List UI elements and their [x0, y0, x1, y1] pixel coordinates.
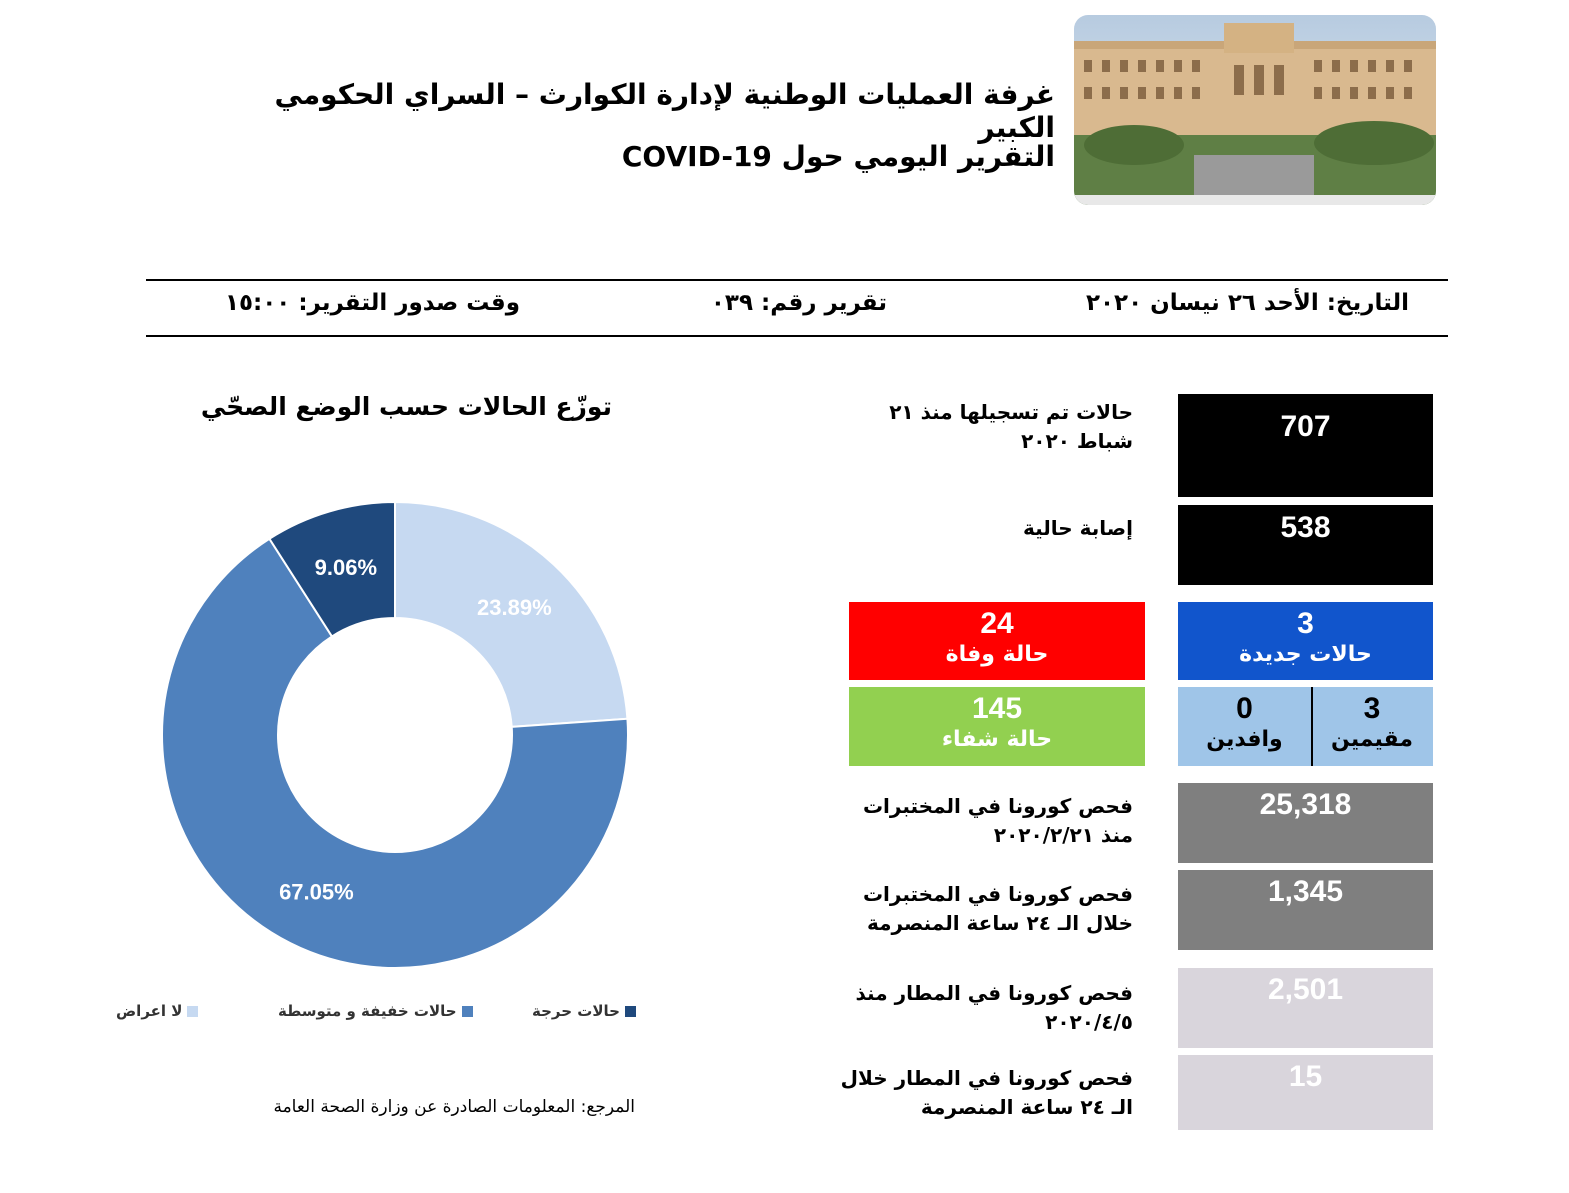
chart-title: توزّع الحالات حسب الوضع الصحّي — [200, 392, 612, 421]
airport-24h-label: فحص كورونا في المطار خلال الـ ٢٤ ساعة ال… — [840, 1066, 1133, 1119]
arrivals-label: وافدين — [1206, 727, 1283, 752]
new-cases-label: حالات جديدة — [1239, 642, 1372, 667]
report-subtitle: التقرير اليومي حول COVID-19 — [621, 140, 1055, 173]
arrivals-cell: 0 وافدين — [1178, 687, 1311, 766]
report-date: التاريخ: الأحد ٢٦ نيسان ٢٠٢٠ — [1085, 290, 1409, 316]
recovered-box: 145 حالة شفاء — [849, 687, 1145, 766]
divider-top — [146, 279, 1448, 281]
deaths-label: حالة وفاة — [945, 642, 1049, 667]
report-number: تقرير رقم: ٠٣٩ — [710, 290, 887, 316]
lab-total-label: فحص كورونا في المختبرات منذ ٢٠٢٠/٢/٢١ — [862, 794, 1133, 847]
arrivals-value: 0 — [1236, 692, 1253, 725]
lab-24h-value-box: 1,345 — [1178, 870, 1433, 950]
airport-24h-value-box: 15 — [1178, 1055, 1433, 1130]
legend-critical: حالات حرجة — [532, 1002, 636, 1020]
legend-asymptomatic-label: لا اعراض — [116, 1002, 183, 1020]
slice-critical — [268, 500, 396, 638]
lab-total-value-box: 25,318 — [1178, 783, 1433, 863]
recovered-value: 145 — [971, 692, 1023, 725]
legend-mild: حالات خفيفة و متوسطة — [278, 1002, 473, 1020]
residents-value: 3 — [1363, 692, 1381, 725]
recovered-label: حالة شفاء — [941, 727, 1053, 752]
legend-mild-label: حالات خفيفة و متوسطة — [278, 1002, 457, 1020]
deaths-box: 24 حالة وفاة — [849, 602, 1145, 680]
source-note: المرجع: المعلومات الصادرة عن وزارة الصحة… — [273, 1097, 635, 1117]
new-cases-box: 3 حالات جديدة — [1178, 602, 1433, 680]
deaths-value: 24 — [980, 607, 1014, 640]
registered-label: حالات تم تسجيلها منذ ٢١ شباط ٢٠٢٠ — [889, 400, 1133, 453]
new-cases-value: 3 — [1297, 607, 1314, 640]
airport-total-label: فحص كورونا في المطار منذ ٢٠٢٠/٤/٥ — [855, 981, 1134, 1034]
residents-cell: 3 مقيمين — [1311, 687, 1433, 766]
divider-bottom — [146, 335, 1448, 337]
slice-asymptomatic-label: 23.89% — [477, 595, 552, 620]
grand-serail-photo — [1074, 15, 1436, 205]
airport-total-value-box: 2,501 — [1178, 968, 1433, 1048]
report-title: غرفة العمليات الوطنية لإدارة الكوارث – ا… — [274, 78, 1055, 144]
current-value-box: 538 — [1178, 505, 1433, 585]
report-time: وقت صدور التقرير: ١٥:٠٠ — [224, 290, 520, 316]
lab-24h-label: فحص كورونا في المختبرات خلال الـ ٢٤ ساعة… — [862, 882, 1133, 935]
legend-critical-swatch — [624, 1006, 636, 1017]
legend-asymptomatic: لا اعراض — [116, 1002, 199, 1020]
donut-chart: 23.89% 67.05% 9.06% — [161, 500, 629, 969]
slice-mild-moderate — [161, 537, 629, 969]
slice-critical-label: 9.06% — [315, 555, 377, 580]
slice-mild-moderate-label: 67.05% — [279, 879, 354, 904]
registered-value-box: 707 — [1178, 394, 1433, 497]
split-divider — [1311, 687, 1313, 766]
slice-asymptomatic — [394, 500, 629, 728]
legend-asymptomatic-swatch — [187, 1006, 199, 1017]
residents-label: مقيمين — [1331, 727, 1413, 752]
current-label: إصابة حالية — [1022, 516, 1133, 540]
legend-critical-label: حالات حرجة — [532, 1002, 620, 1020]
origin-split-box: 3 مقيمين 0 وافدين — [1178, 687, 1433, 766]
legend-mild-swatch — [461, 1006, 473, 1017]
